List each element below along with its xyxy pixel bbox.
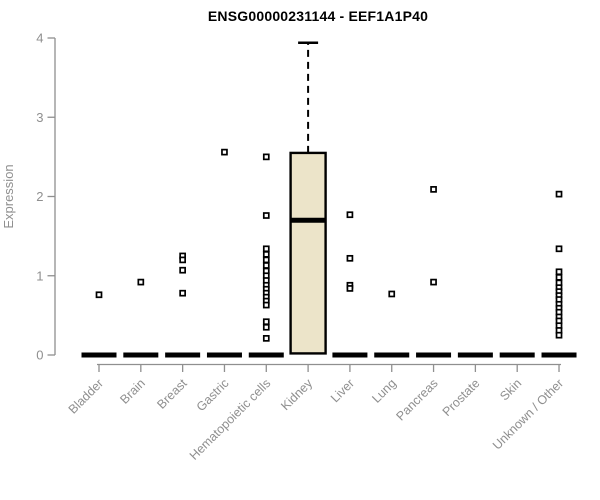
outlier-point [179, 266, 186, 274]
y-tick-label: 2 [36, 189, 43, 204]
y-axis-label: Expression [1, 164, 16, 228]
outlier-point [179, 289, 186, 297]
outlier-point [346, 254, 354, 262]
y-tick-label: 0 [36, 348, 43, 363]
box-breast [165, 252, 201, 358]
box-brain [123, 278, 159, 358]
outlier-point [346, 285, 354, 292]
outlier-point [555, 273, 563, 281]
outlier-point [262, 212, 270, 219]
x-tick-label-pancreas: Pancreas [393, 376, 440, 423]
chart-title: ENSG00000231144 - EEF1A1P40 [207, 8, 429, 24]
x-tick-label-hematopoietic-cells: Hematopoietic cells [187, 376, 274, 463]
x-tick-label-lung: Lung [369, 376, 399, 406]
outlier-point [137, 278, 145, 286]
box-pancreas [416, 186, 452, 358]
outlier-point [555, 245, 563, 253]
outlier-point [430, 186, 437, 193]
outlier-point [179, 256, 186, 264]
outlier-point [262, 251, 270, 258]
x-tick-label-gastric: Gastric [194, 376, 232, 414]
outlier-point [555, 190, 563, 198]
box-bladder [81, 291, 117, 358]
x-tick-label-kidney: Kidney [278, 376, 315, 413]
outlier-point [262, 323, 270, 331]
y-axis: 0 1 2 3 4 Expression [1, 31, 56, 363]
outlier-point [262, 301, 270, 309]
x-tick-label-unknown-other: Unknown / Other [490, 376, 566, 452]
outlier-point [262, 335, 270, 342]
outlier-point [221, 148, 228, 156]
outlier-point [346, 211, 354, 219]
box-kidney [289, 41, 327, 355]
x-tick-label-prostate: Prostate [440, 376, 483, 419]
outlier-point [95, 291, 103, 299]
box-hematopoietic-cells [248, 153, 284, 358]
y-tick-label: 4 [36, 31, 43, 46]
outlier-point [262, 262, 270, 269]
outlier-point [262, 318, 270, 326]
x-tick-label-bladder: Bladder [66, 376, 106, 416]
x-tick-label-breast: Breast [154, 376, 190, 412]
outlier-point [388, 290, 396, 298]
outlier-point [262, 153, 270, 161]
iqr-box [289, 151, 327, 355]
outlier-point [262, 245, 270, 253]
x-tick-label-liver: Liver [328, 376, 357, 405]
outlier-point [555, 331, 563, 339]
box-gastric [206, 148, 242, 358]
box-lung [374, 290, 410, 358]
x-tick-label-brain: Brain [117, 376, 148, 407]
box-unknown-other [541, 190, 577, 358]
y-tick-label: 1 [36, 268, 43, 283]
x-tick-label-skin: Skin [497, 376, 524, 403]
outlier-point [430, 278, 437, 286]
outlier-point [555, 268, 563, 276]
box-liver [332, 211, 368, 358]
y-tick-label: 3 [36, 110, 43, 125]
outlier-point [262, 256, 270, 264]
